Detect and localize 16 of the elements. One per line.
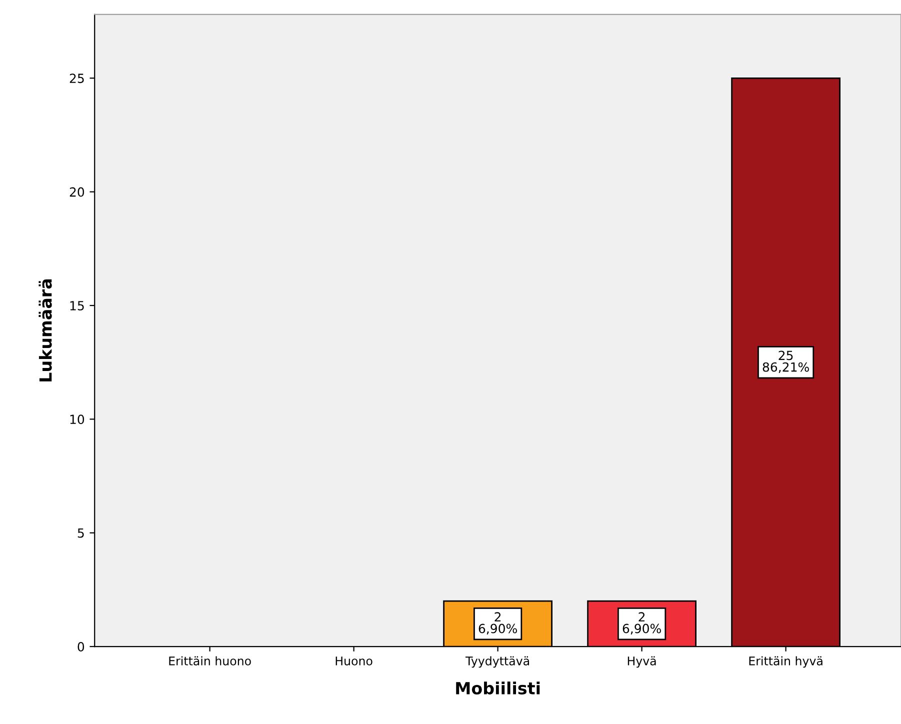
x-tick-label: Tyydyttävä bbox=[466, 656, 529, 668]
y-tick-label: 0 bbox=[78, 642, 84, 652]
y-tick-label: 20 bbox=[70, 187, 84, 197]
y-axis-title: Lukumäärä bbox=[38, 279, 52, 382]
data-label: 2 6,90% bbox=[622, 612, 661, 635]
y-tick-label: 25 bbox=[70, 74, 84, 84]
y-tick-label: 15 bbox=[70, 301, 84, 310]
x-tick-label: Hyvä bbox=[628, 656, 656, 668]
data-label: 25 86,21% bbox=[762, 350, 809, 374]
y-tick-label: 5 bbox=[78, 528, 84, 538]
y-tick-label: 10 bbox=[70, 414, 84, 424]
x-tick-label: Huono bbox=[336, 656, 372, 666]
x-tick-label: Erittäin hyvä bbox=[749, 656, 822, 668]
x-tick-label: Erittäin huono bbox=[169, 656, 251, 666]
x-axis-title: Mobiilisti bbox=[456, 682, 540, 694]
data-label: 2 6,90% bbox=[478, 612, 517, 635]
